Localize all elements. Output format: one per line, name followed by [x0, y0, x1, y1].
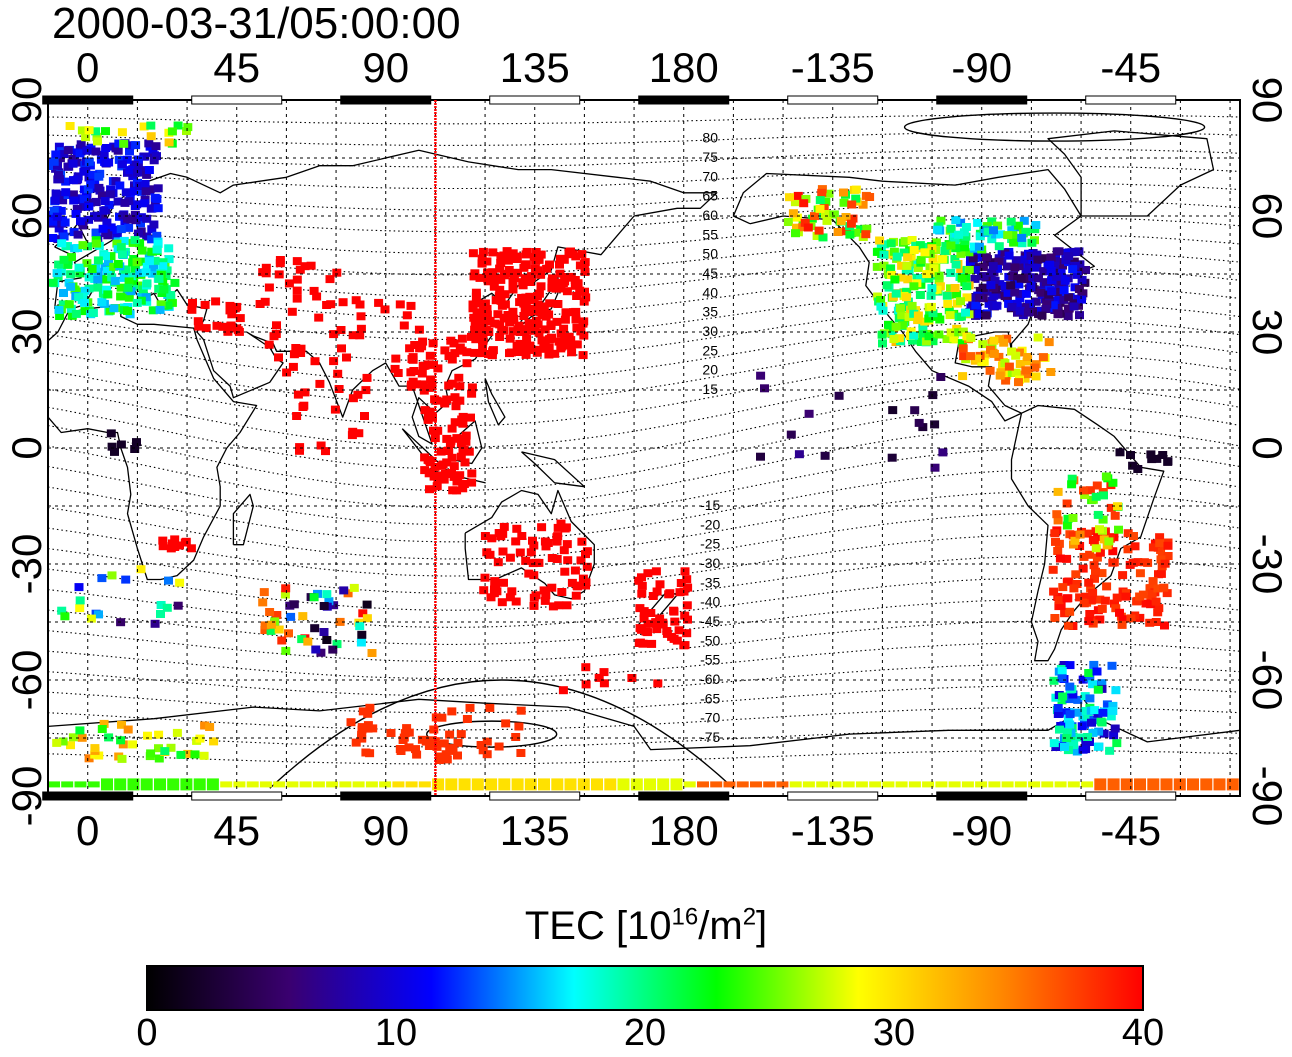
top-lon-label: 45: [213, 44, 260, 91]
colorbar-tick: 20: [623, 1012, 667, 1054]
frame-ticks: [42, 95, 1177, 801]
contour-label: -75: [700, 729, 720, 745]
right-lat-label: -30: [1244, 534, 1291, 595]
bottom-lon-label: 45: [213, 807, 260, 854]
timestamp: 2000-03-31/05:00:00: [52, 0, 461, 48]
contour-label: -45: [700, 613, 720, 629]
right-lat-label: 30: [1244, 309, 1291, 356]
contour-label: 30: [702, 323, 718, 339]
colorbar-tick: 40: [1121, 1012, 1165, 1054]
bottom-lon-label: -90: [951, 807, 1012, 854]
top-lon-label: -90: [951, 44, 1012, 91]
top-lon-label: -135: [791, 44, 875, 91]
top-lon-label: -45: [1100, 44, 1161, 91]
bottom-lon-label: 135: [500, 807, 570, 854]
contour-label: -70: [700, 710, 720, 726]
contour-label: 25: [702, 342, 718, 358]
contour-label: -55: [700, 652, 720, 668]
colorbar: [146, 965, 1144, 1011]
top-lon-label: 135: [500, 44, 570, 91]
contour-label: -20: [700, 516, 720, 532]
bottom-lon-label: -45: [1100, 807, 1161, 854]
contour-label: -40: [700, 594, 720, 610]
contour-label: 75: [702, 149, 718, 165]
contour-labels: 80 75 70 65 60 55 50 45 40 35 30 25 20 15 -15 -20 -25 -30…: [700, 130, 720, 745]
contour-label: 70: [702, 168, 718, 184]
left-lat-label: 90: [3, 77, 50, 124]
bottom-lon-label: -135: [791, 807, 875, 854]
left-lat-label: 60: [3, 193, 50, 240]
right-lat-label: -60: [1244, 650, 1291, 711]
tec-data-points: [48, 121, 1239, 791]
top-lon-label: 90: [362, 44, 409, 91]
left-lat-label: -90: [3, 766, 50, 827]
bottom-lon-label: 90: [362, 807, 409, 854]
contour-label: 40: [702, 284, 718, 300]
colorbar-title: TEC [1016/m2]: [524, 903, 768, 948]
contour-label: 35: [702, 304, 718, 320]
contour-label: 50: [702, 246, 718, 262]
contour-label: -25: [700, 536, 720, 552]
contour-label: 55: [702, 226, 718, 242]
contour-label: 60: [702, 207, 718, 223]
contour-label: -65: [700, 690, 720, 706]
right-lat-label: 60: [1244, 193, 1291, 240]
colorbar-tick: 0: [136, 1012, 158, 1054]
contour-label: -35: [700, 574, 720, 590]
right-lat-label: -90: [1244, 766, 1291, 827]
left-lat-label: 30: [3, 309, 50, 356]
right-lat-label: 90: [1244, 77, 1291, 124]
axis-labels: 0 45 90 135 180 -135 -90 -45 0 45 90 135 180 -135 -90 -…: [3, 44, 1291, 854]
colorbar-tick: 10: [374, 1012, 418, 1054]
coastlines: [48, 130, 1240, 751]
top-lon-label: 180: [649, 44, 719, 91]
contour-label: -30: [700, 555, 720, 571]
contour-label: 15: [702, 381, 718, 397]
top-lon-label: 0: [76, 44, 99, 91]
colorbar-tick: 30: [872, 1012, 916, 1054]
contour-label: 80: [702, 130, 718, 146]
contour-label: -60: [700, 671, 720, 687]
contour-label: -50: [700, 632, 720, 648]
contour-label: 20: [702, 362, 718, 378]
left-lat-label: -30: [3, 534, 50, 595]
contour-label: -15: [700, 497, 720, 513]
bottom-lon-label: 0: [76, 807, 99, 854]
left-lat-label: -60: [3, 650, 50, 711]
bottom-lon-label: 180: [649, 807, 719, 854]
left-lat-label: 0: [3, 436, 50, 459]
contour-label: 65: [702, 188, 718, 204]
contour-label: 45: [702, 265, 718, 281]
lat-lon-grid: [48, 100, 1240, 796]
right-lat-label: 0: [1244, 436, 1291, 459]
